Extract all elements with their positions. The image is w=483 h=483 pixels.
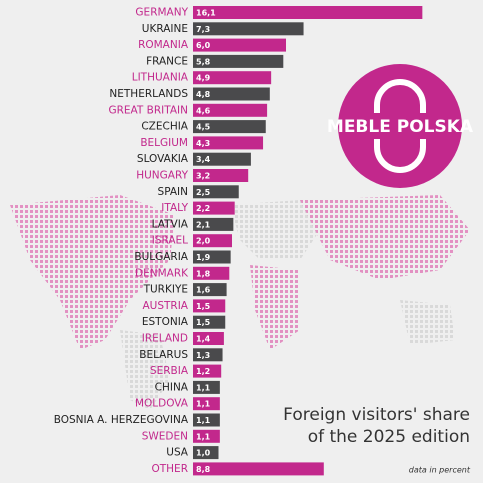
bar bbox=[193, 462, 324, 476]
bar bbox=[193, 201, 235, 215]
category-label: GERMANY bbox=[135, 7, 188, 19]
category-label: IRELAND bbox=[142, 333, 188, 345]
bar bbox=[193, 332, 224, 345]
bar bbox=[193, 315, 226, 329]
logo: MEBLE POLSKA bbox=[327, 64, 474, 188]
bar bbox=[193, 413, 220, 427]
bar bbox=[193, 266, 230, 280]
category-label: BELGIUM bbox=[140, 137, 188, 149]
category-label: MOLDOVA bbox=[135, 398, 189, 410]
value-label: 1,5 bbox=[196, 302, 211, 311]
value-label: 1,0 bbox=[196, 449, 211, 458]
category-label: SPAIN bbox=[158, 186, 188, 198]
value-label: 2,2 bbox=[196, 204, 210, 213]
value-label: 3,4 bbox=[196, 155, 211, 164]
note: data in percent bbox=[409, 466, 471, 475]
value-label: 1,1 bbox=[196, 416, 211, 425]
bar bbox=[193, 136, 264, 150]
category-label: TURKIYE bbox=[143, 284, 188, 296]
value-label: 1,8 bbox=[196, 269, 211, 278]
category-label: SERBIA bbox=[150, 365, 189, 377]
value-label: 4,6 bbox=[196, 106, 211, 115]
bar bbox=[193, 364, 222, 378]
bar bbox=[193, 380, 220, 394]
bar bbox=[193, 71, 272, 85]
value-label: 4,9 bbox=[196, 74, 211, 83]
category-label: NETHERLANDS bbox=[109, 88, 188, 100]
value-label: 2,5 bbox=[196, 188, 211, 197]
value-label: 16,1 bbox=[196, 9, 216, 18]
category-label: GREAT BRITAIN bbox=[108, 104, 188, 116]
bar bbox=[193, 446, 219, 460]
title-line: Foreign visitors' share bbox=[283, 405, 470, 425]
bar bbox=[193, 250, 231, 264]
bar bbox=[193, 103, 268, 117]
category-label: USA bbox=[166, 447, 189, 459]
value-label: 7,3 bbox=[196, 25, 210, 34]
bar bbox=[193, 87, 270, 101]
value-label: 4,5 bbox=[196, 123, 211, 132]
category-label: FRANCE bbox=[146, 55, 188, 67]
category-label: LATVIA bbox=[152, 218, 189, 230]
value-label: 1,3 bbox=[196, 351, 210, 360]
category-label: DENMARK bbox=[135, 267, 189, 279]
bar bbox=[193, 217, 234, 231]
value-label: 1,1 bbox=[196, 432, 211, 441]
bar bbox=[193, 299, 226, 313]
bar bbox=[193, 429, 220, 443]
category-label: ITALY bbox=[161, 202, 188, 214]
bar bbox=[193, 397, 220, 411]
value-label: 1,1 bbox=[196, 400, 211, 409]
category-label: BULGARIA bbox=[134, 251, 188, 263]
category-label: LITHUANIA bbox=[132, 72, 189, 84]
bar bbox=[193, 120, 266, 134]
value-label: 1,4 bbox=[196, 335, 211, 344]
value-label: 6,0 bbox=[196, 41, 211, 50]
category-label: ESTONIA bbox=[142, 316, 189, 328]
logo-band bbox=[345, 113, 455, 139]
category-label: OTHER bbox=[151, 463, 188, 475]
title-line: of the 2025 edition bbox=[308, 427, 470, 447]
category-label: SLOVAKIA bbox=[137, 153, 189, 165]
world-map bbox=[10, 195, 470, 410]
value-label: 1,9 bbox=[196, 253, 211, 262]
bar bbox=[193, 54, 284, 68]
category-label: HUNGARY bbox=[136, 170, 188, 182]
bar bbox=[193, 22, 304, 36]
value-label: 1,6 bbox=[196, 286, 211, 295]
value-label: 5,8 bbox=[196, 57, 211, 66]
category-label: ISRAEL bbox=[152, 235, 188, 247]
value-label: 1,1 bbox=[196, 383, 211, 392]
value-label: 1,5 bbox=[196, 318, 211, 327]
category-label: BOSNIA A. HERZEGOVINA bbox=[54, 414, 189, 426]
bar bbox=[193, 152, 251, 166]
bar bbox=[193, 283, 227, 297]
category-label: CHINA bbox=[155, 381, 189, 393]
category-label: ROMANIA bbox=[138, 39, 189, 51]
value-label: 2,0 bbox=[196, 237, 211, 246]
value-label: 8,8 bbox=[196, 465, 211, 474]
category-label: UKRAINE bbox=[142, 23, 188, 35]
value-label: 4,3 bbox=[196, 139, 210, 148]
bar bbox=[193, 169, 249, 182]
category-label: BELARUS bbox=[139, 349, 188, 361]
logo-text: MEBLE POLSKA bbox=[327, 117, 474, 137]
value-label: 3,2 bbox=[196, 172, 210, 181]
bar bbox=[193, 38, 286, 52]
value-label: 2,1 bbox=[196, 220, 211, 229]
bar bbox=[193, 234, 232, 248]
category-label: SWEDEN bbox=[142, 430, 188, 442]
bar bbox=[193, 6, 423, 19]
value-label: 4,8 bbox=[196, 90, 211, 99]
bar bbox=[193, 185, 239, 199]
category-label: AUSTRIA bbox=[142, 300, 188, 312]
category-label: CZECHIA bbox=[141, 121, 188, 133]
value-label: 1,2 bbox=[196, 367, 210, 376]
bar bbox=[193, 348, 223, 362]
